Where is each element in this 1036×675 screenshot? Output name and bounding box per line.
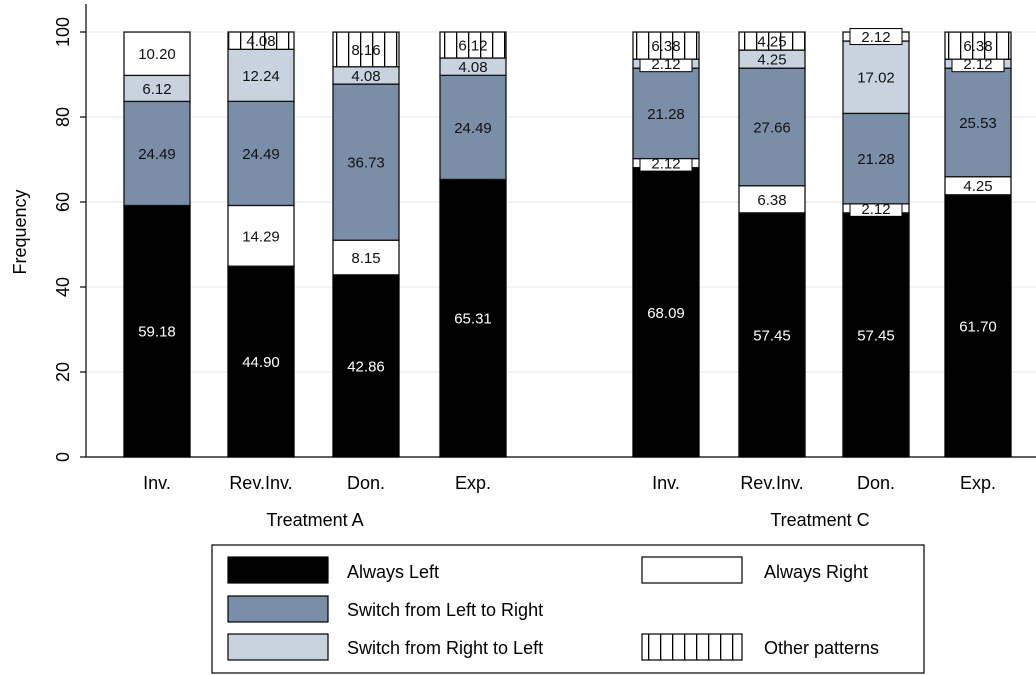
data-label: 8.15 [351, 250, 380, 267]
bar-segment [738, 67, 806, 187]
data-label: 8.16 [351, 42, 380, 59]
legend-label: Always Right [764, 562, 868, 582]
data-label: 44.90 [242, 354, 280, 371]
data-label: 57.45 [857, 327, 895, 344]
data-label: 21.28 [857, 151, 895, 168]
x-tick-label: Inv. [652, 473, 680, 493]
y-tick-label: 80 [53, 107, 73, 127]
legend-swatch [227, 556, 329, 584]
legend-label: Other patterns [764, 638, 879, 658]
bar-segment [332, 31, 400, 68]
bar-segment [632, 31, 700, 60]
data-label: 61.70 [959, 318, 997, 335]
x-tick-label: Rev.Inv. [229, 473, 292, 493]
legend-swatch [641, 633, 743, 661]
data-label: 12.24 [242, 68, 280, 85]
bar-segment [332, 274, 400, 458]
legend-swatch [227, 633, 329, 661]
bar-segment [227, 31, 295, 50]
bar-segment [944, 67, 1012, 178]
bar-segment [738, 212, 806, 458]
data-label: 68.09 [647, 305, 685, 322]
bar-segment [227, 204, 295, 267]
data-label: 59.18 [138, 324, 176, 341]
bar-segment [632, 166, 700, 458]
bar-segment [439, 178, 507, 458]
data-label: 42.86 [347, 358, 385, 375]
data-label: 2.12 [861, 29, 890, 46]
bar-segment [944, 31, 1012, 60]
y-tick-label: 60 [53, 192, 73, 212]
y-tick-label: 40 [53, 277, 73, 297]
bar-segment [332, 239, 400, 276]
data-label: 6.12 [458, 38, 487, 55]
data-label: 27.66 [753, 119, 791, 136]
data-label: 4.08 [351, 68, 380, 85]
bar-segment [227, 48, 295, 103]
bar-segment [123, 204, 191, 458]
y-tick-label: 0 [53, 452, 73, 462]
data-label: 25.53 [959, 115, 997, 132]
x-tick-label: Rev.Inv. [740, 473, 803, 493]
data-label: 17.02 [857, 70, 895, 87]
bar-segment [738, 185, 806, 214]
data-label-box [849, 28, 903, 46]
legend: Always Left Always Right Switch from Left … [211, 544, 925, 674]
y-axis-title: Frequency [10, 189, 30, 274]
x-tick-label: Exp. [455, 473, 491, 493]
y-tick-label: 100 [53, 17, 73, 47]
data-label: 24.49 [454, 120, 492, 137]
data-label: 36.73 [347, 155, 385, 172]
data-label: 2.12 [963, 56, 992, 73]
data-label: 14.29 [242, 228, 280, 245]
x-axis: Inv. Rev.Inv. Don. Exp. Treatment A Inv. Rev.I… [86, 456, 1036, 530]
data-label: 6.12 [142, 81, 171, 98]
data-label: 6.38 [757, 192, 786, 209]
data-label: 2.12 [861, 201, 890, 218]
legend-label: Always Left [347, 562, 439, 582]
data-label: 24.49 [242, 146, 280, 163]
bar-segment [332, 83, 400, 241]
legend-label: Switch from Left to Right [347, 600, 543, 620]
data-label: 4.08 [458, 59, 487, 76]
data-label: 24.49 [138, 146, 176, 163]
data-label: 4.08 [246, 33, 275, 50]
bar-segment [738, 31, 806, 51]
legend-swatch [641, 556, 743, 584]
y-axis: 0 20 40 60 80 100 Frequency [10, 4, 87, 462]
data-label: 10.20 [138, 46, 176, 63]
data-label: 6.38 [963, 38, 992, 55]
x-tick-label: Don. [347, 473, 385, 493]
legend-box [211, 544, 925, 674]
bar-segment [439, 74, 507, 181]
x-tick-label: Exp. [960, 473, 996, 493]
data-label: 2.12 [651, 56, 680, 73]
data-label: 4.25 [757, 34, 786, 51]
data-label: 21.28 [647, 106, 685, 123]
data-label: 4.25 [963, 178, 992, 195]
data-label: 2.12 [651, 156, 680, 173]
group-label: Treatment A [266, 510, 363, 530]
bar-segment [439, 31, 507, 59]
x-tick-label: Inv. [143, 473, 171, 493]
bars: 59.18 24.49 6.12 10.20 44.90 14.29 24.49 12.24 4… [123, 28, 1012, 458]
bar-segment [842, 212, 910, 458]
bar-segment [123, 31, 191, 77]
data-label: 4.25 [757, 52, 786, 69]
data-label: 65.31 [454, 311, 492, 328]
data-label: 6.38 [651, 38, 680, 55]
legend-swatch [227, 595, 329, 623]
y-tick-label: 20 [53, 362, 73, 382]
x-tick-label: Don. [857, 473, 895, 493]
group-label: Treatment C [770, 510, 869, 530]
data-label: 57.45 [753, 327, 791, 344]
bar-segment [227, 100, 295, 207]
legend-label: Switch from Right to Left [347, 638, 543, 658]
